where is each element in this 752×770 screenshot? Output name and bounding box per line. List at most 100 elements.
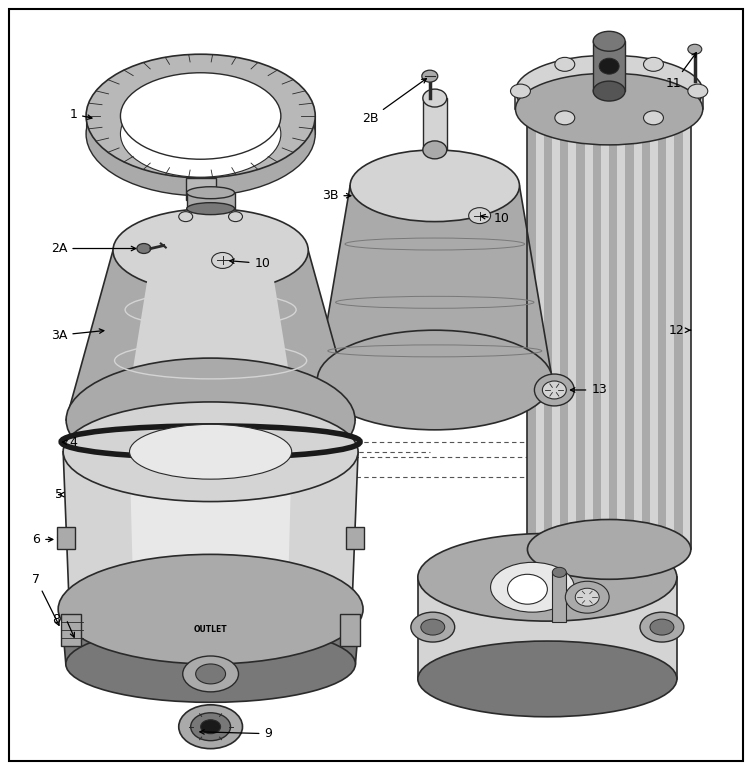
Ellipse shape (688, 84, 708, 98)
Ellipse shape (527, 520, 691, 579)
Polygon shape (577, 109, 584, 549)
Ellipse shape (644, 58, 663, 72)
Ellipse shape (317, 330, 553, 430)
Ellipse shape (490, 562, 575, 612)
Ellipse shape (527, 77, 691, 141)
Ellipse shape (196, 664, 226, 684)
Ellipse shape (535, 374, 575, 406)
Ellipse shape (688, 44, 702, 54)
Ellipse shape (63, 559, 358, 659)
Ellipse shape (66, 625, 356, 702)
Polygon shape (569, 109, 577, 549)
Text: 9: 9 (200, 727, 272, 740)
Ellipse shape (113, 209, 308, 293)
Ellipse shape (650, 619, 674, 635)
Ellipse shape (515, 55, 703, 127)
Polygon shape (527, 109, 535, 549)
Ellipse shape (555, 58, 575, 72)
Polygon shape (63, 452, 358, 639)
Ellipse shape (411, 612, 455, 642)
Ellipse shape (418, 534, 677, 621)
Text: 11: 11 (666, 52, 696, 89)
Ellipse shape (186, 203, 235, 215)
Ellipse shape (555, 111, 575, 125)
Polygon shape (658, 109, 666, 549)
Polygon shape (560, 109, 569, 549)
Polygon shape (552, 109, 560, 549)
Ellipse shape (86, 72, 315, 196)
Bar (346, 527, 364, 549)
Polygon shape (641, 109, 650, 549)
Ellipse shape (553, 567, 566, 578)
Ellipse shape (86, 54, 315, 178)
Text: 10: 10 (229, 257, 271, 270)
Ellipse shape (599, 59, 619, 74)
Ellipse shape (63, 402, 358, 501)
Ellipse shape (120, 91, 280, 177)
Ellipse shape (137, 243, 151, 253)
Polygon shape (584, 109, 593, 549)
Ellipse shape (120, 72, 280, 159)
Polygon shape (186, 178, 216, 199)
Polygon shape (418, 578, 677, 679)
Polygon shape (593, 109, 601, 549)
Ellipse shape (515, 73, 703, 145)
Text: OUTLET: OUTLET (194, 624, 227, 634)
Text: 10: 10 (481, 212, 509, 225)
Polygon shape (601, 109, 609, 549)
Text: 3A: 3A (51, 329, 104, 342)
Ellipse shape (211, 253, 234, 269)
Bar (57, 527, 75, 549)
Text: 2A: 2A (51, 242, 135, 255)
Text: 4: 4 (62, 437, 77, 449)
Ellipse shape (129, 424, 292, 479)
Text: 13: 13 (571, 383, 607, 397)
Polygon shape (515, 91, 703, 109)
Ellipse shape (179, 212, 193, 222)
Text: 6: 6 (32, 533, 53, 546)
Polygon shape (666, 109, 675, 549)
Bar (553, 572, 566, 622)
Bar (341, 614, 360, 646)
Ellipse shape (593, 32, 625, 52)
Ellipse shape (418, 641, 677, 717)
Ellipse shape (229, 212, 242, 222)
Polygon shape (650, 109, 658, 549)
Text: 3B: 3B (322, 189, 351, 203)
Ellipse shape (423, 141, 447, 159)
Bar (61, 614, 81, 646)
Ellipse shape (191, 713, 231, 741)
Polygon shape (609, 109, 617, 549)
Bar (186, 192, 235, 209)
Polygon shape (129, 452, 292, 619)
Ellipse shape (421, 619, 444, 635)
Ellipse shape (640, 612, 684, 642)
Ellipse shape (58, 554, 363, 664)
Ellipse shape (201, 720, 220, 734)
Ellipse shape (183, 656, 238, 692)
Bar (527, 109, 691, 549)
Bar (423, 98, 447, 150)
Ellipse shape (508, 574, 547, 604)
Text: 1: 1 (69, 108, 92, 120)
Polygon shape (683, 109, 691, 549)
Ellipse shape (511, 84, 530, 98)
Text: 2B: 2B (362, 79, 426, 126)
Ellipse shape (566, 581, 609, 613)
Ellipse shape (422, 70, 438, 82)
Polygon shape (317, 186, 553, 380)
Ellipse shape (593, 81, 625, 101)
Ellipse shape (575, 588, 599, 606)
Ellipse shape (644, 111, 663, 125)
Polygon shape (617, 109, 626, 549)
Text: 8: 8 (52, 613, 60, 626)
Bar (593, 42, 625, 91)
Polygon shape (86, 116, 315, 134)
Polygon shape (535, 109, 544, 549)
Text: 5: 5 (55, 488, 64, 501)
Ellipse shape (186, 187, 235, 199)
Polygon shape (544, 109, 552, 549)
Ellipse shape (66, 358, 355, 482)
Polygon shape (626, 109, 634, 549)
Polygon shape (61, 609, 360, 664)
